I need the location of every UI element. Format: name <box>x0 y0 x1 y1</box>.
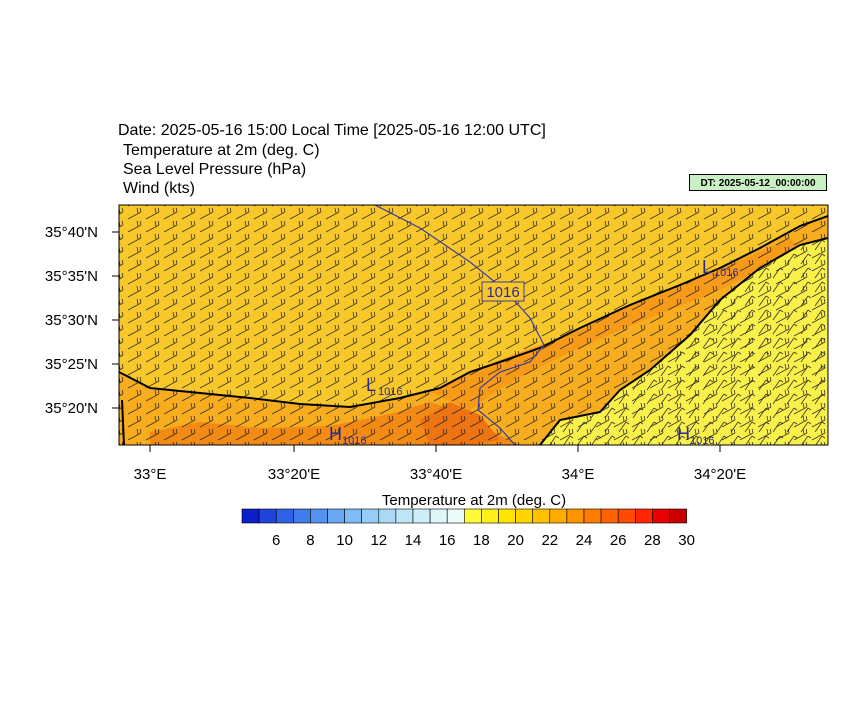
colorbar-cell <box>634 508 653 524</box>
colorbar-cell <box>446 508 465 524</box>
coastline-south <box>539 237 828 445</box>
svg-text:1016: 1016 <box>714 267 738 279</box>
colorbar-tick-label: 6 <box>272 532 280 549</box>
svg-text:1016: 1016 <box>342 435 366 447</box>
isobar-1016 <box>374 205 545 445</box>
colorbar-tick-label: 10 <box>336 532 353 549</box>
variable-wind-label: Wind (kts) <box>123 180 195 197</box>
lon-label: 34°E <box>562 466 595 483</box>
svg-text:L: L <box>702 257 712 277</box>
svg-text:H: H <box>677 424 690 444</box>
colorbar-cell <box>344 508 363 524</box>
lat-label: 35°40'N <box>45 224 98 241</box>
colorbar-cell <box>412 508 431 524</box>
colorbar-ticks: 6 8 10 12 14 16 18 20 22 24 26 28 30 <box>272 532 695 549</box>
lon-label: 33°E <box>134 466 167 483</box>
lon-label: 33°40'E <box>410 466 462 483</box>
colorbar-cell <box>310 508 328 524</box>
variable-temperature-label: Temperature at 2m (deg. C) <box>123 142 320 159</box>
colorbar-tick-label: 20 <box>507 532 524 549</box>
colorbar-cell <box>498 508 516 524</box>
colorbar-tick-label: 26 <box>610 532 627 549</box>
colorbar-cell <box>361 508 380 524</box>
svg-text:1016: 1016 <box>378 386 402 398</box>
lon-axis: 33°E 33°20'E 33°40'E 34°E 34°20'E <box>134 445 746 483</box>
colorbar-cell <box>617 508 636 524</box>
pressure-center-low-2: L 1016 <box>366 375 402 398</box>
chart-title: Date: 2025-05-16 15:00 Local Time [2025-… <box>118 122 546 139</box>
colorbar-title: Temperature at 2m (deg. C) <box>382 492 566 509</box>
colorbar-cell <box>583 508 602 524</box>
colorbar-cell <box>600 508 619 524</box>
lon-label: 34°20'E <box>694 466 746 483</box>
pressure-center-low-1: L 1016 <box>702 257 738 279</box>
colorbar-cell <box>429 508 448 524</box>
colorbar-cell <box>378 508 397 524</box>
lat-label: 35°30'N <box>45 312 98 329</box>
colorbar-tick-label: 16 <box>439 532 456 549</box>
colorbar-cell <box>275 508 294 524</box>
colorbar-cell <box>241 508 260 524</box>
coastline-north <box>119 215 828 409</box>
colorbar-cell <box>463 508 482 524</box>
svg-text:1016: 1016 <box>690 435 714 447</box>
colorbar-tick-label: 30 <box>678 532 695 549</box>
colorbar-cell <box>532 508 551 524</box>
colorbar-cell <box>549 508 568 524</box>
coastline-west <box>121 399 125 445</box>
colorbar-cell <box>515 508 533 524</box>
colorbar-cell <box>669 508 687 524</box>
colorbar-tick-label: 12 <box>370 532 387 549</box>
colorbar-tick-label: 24 <box>576 532 593 549</box>
contour-label-box <box>481 281 525 302</box>
colorbar-cell <box>566 508 585 524</box>
colorbar-tick-label: 18 <box>473 532 490 549</box>
lat-label: 35°35'N <box>45 268 98 285</box>
colorbar-tick-label: 14 <box>405 532 422 549</box>
pressure-center-high-1: H 1016 <box>329 424 366 447</box>
svg-text:H: H <box>329 424 342 444</box>
colorbar-cell <box>395 508 414 524</box>
colorbar-cell <box>652 508 670 524</box>
pressure-center-high-2: H 1016 <box>677 424 714 447</box>
contour-label: 1016 <box>486 284 519 301</box>
lat-label: 35°25'N <box>45 356 98 373</box>
map-field <box>119 205 828 445</box>
map-frame <box>118 204 829 446</box>
colorbar-cell <box>258 508 277 524</box>
colorbar-tick-label: 8 <box>306 532 314 549</box>
colorbar-tick-label: 28 <box>644 532 661 549</box>
dt-badge: DT: 2025-05-12_00:00:00 <box>689 174 827 191</box>
colorbar-tick-label: 22 <box>541 532 558 549</box>
variable-pressure-label: Sea Level Pressure (hPa) <box>123 161 307 178</box>
lon-label: 33°20'E <box>268 466 320 483</box>
colorbar-cell <box>481 508 499 524</box>
lat-axis: 35°40'N 35°35'N 35°30'N 35°25'N 35°20'N <box>45 224 119 417</box>
svg-text:L: L <box>366 375 376 395</box>
colorbar-cell <box>327 508 345 524</box>
colorbar <box>241 508 687 524</box>
lat-label: 35°20'N <box>45 400 98 417</box>
colorbar-cell <box>292 508 311 524</box>
